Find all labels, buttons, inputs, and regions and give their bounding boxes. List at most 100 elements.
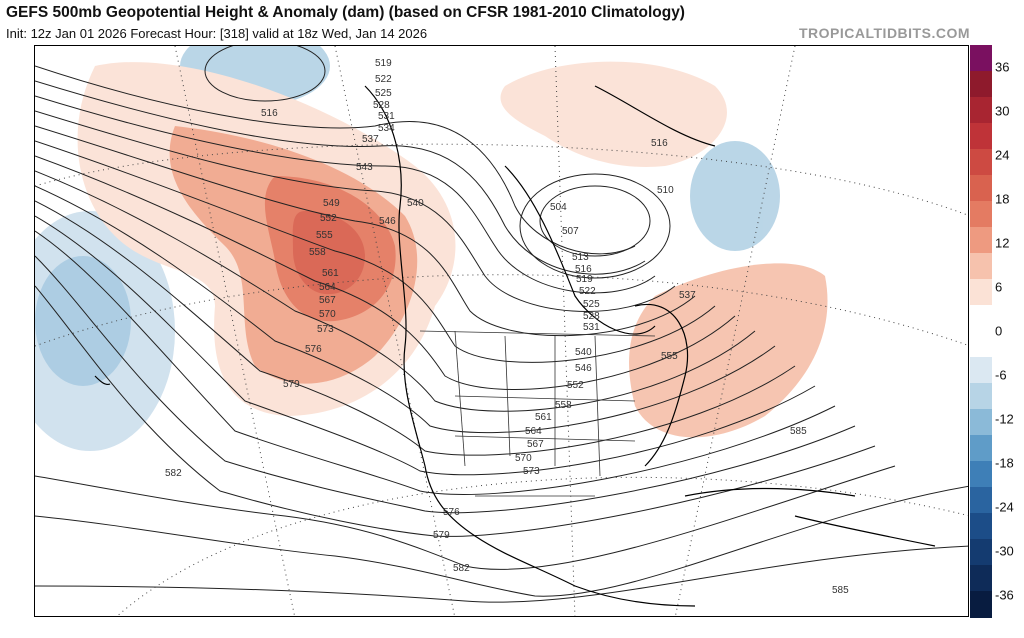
colorbar-segment xyxy=(970,71,992,98)
colorbar-tick-label: -36 xyxy=(995,587,1014,603)
colorbar-segment xyxy=(970,435,992,462)
contour-label: 528 xyxy=(373,100,390,111)
colorbar-segment xyxy=(970,461,992,488)
contour-label: 525 xyxy=(583,299,600,310)
contour-label: 531 xyxy=(378,111,395,122)
colorbar-tick-label: 30 xyxy=(995,103,1010,119)
colorbar-tick-label: 18 xyxy=(995,191,1010,207)
height-anomaly-map: 519 522 525 528 531 534 537 516 543 549 … xyxy=(34,45,969,617)
graticule xyxy=(35,46,968,616)
negative-anomaly-labrador xyxy=(690,141,780,251)
contour-label: 570 xyxy=(515,453,532,464)
contour-label: 546 xyxy=(379,216,396,227)
contour-label: 504 xyxy=(550,202,567,213)
contour-label: 534 xyxy=(378,123,395,134)
coastlines xyxy=(94,85,936,607)
contour-label: 573 xyxy=(523,466,540,477)
colorbar-tick-label: -12 xyxy=(995,411,1014,427)
contour-label: 540 xyxy=(575,347,592,358)
contour-label: 525 xyxy=(375,88,392,99)
contour-label: 546 xyxy=(575,363,592,374)
colorbar-segment xyxy=(970,227,992,254)
contour-label: 570 xyxy=(319,309,336,320)
contour-label: 537 xyxy=(362,134,379,145)
contour-label: 507 xyxy=(562,226,579,237)
colorbar-segment xyxy=(970,305,992,332)
contour-label: 552 xyxy=(320,213,337,224)
colorbar-segment xyxy=(970,253,992,280)
contour-label: 576 xyxy=(305,344,322,355)
contour-label: 537 xyxy=(679,290,696,301)
contour-label: 564 xyxy=(525,426,542,437)
contour-label: 585 xyxy=(832,585,849,596)
colorbar-tick-label: -24 xyxy=(995,499,1014,515)
colorbar-segment xyxy=(970,331,992,358)
political-borders xyxy=(419,330,656,497)
colorbar xyxy=(970,45,992,618)
colorbar-segment xyxy=(970,383,992,410)
contour-label: 549 xyxy=(323,198,340,209)
contour-label: 513 xyxy=(572,252,589,263)
contour-label: 567 xyxy=(527,439,544,450)
colorbar-tick-label: -6 xyxy=(995,367,1007,383)
colorbar-segment xyxy=(970,123,992,150)
contour-label: 522 xyxy=(579,286,596,297)
height-contours xyxy=(35,46,968,603)
contour-label: 561 xyxy=(535,412,552,423)
colorbar-segment xyxy=(970,591,992,618)
contour-label: 561 xyxy=(322,268,339,279)
contour-label: 582 xyxy=(453,563,470,574)
colorbar-segment xyxy=(970,357,992,384)
colorbar-segment xyxy=(970,201,992,228)
contour-label: 510 xyxy=(657,185,674,196)
contour-label: 576 xyxy=(443,507,460,518)
contour-label: 567 xyxy=(319,295,336,306)
contour-label: 579 xyxy=(433,530,450,541)
anomaly-shading xyxy=(35,46,828,451)
contour-label: 528 xyxy=(583,311,600,322)
contour-label: 516 xyxy=(261,108,278,119)
colorbar-segment xyxy=(970,487,992,514)
colorbar-tick-label: 6 xyxy=(995,279,1003,295)
colorbar-segment xyxy=(970,279,992,306)
contour-label: 519 xyxy=(576,274,593,285)
contour-label: 555 xyxy=(661,351,678,362)
colorbar-tick-label: 36 xyxy=(995,59,1010,75)
colorbar-tick-label: -30 xyxy=(995,543,1014,559)
brand-watermark[interactable]: TROPICALTIDBITS.COM xyxy=(798,25,970,41)
chart-subtitle: Init: 12z Jan 01 2026 Forecast Hour: [31… xyxy=(6,26,428,41)
contour-label: 558 xyxy=(309,247,326,258)
contour-label: 516 xyxy=(651,138,668,149)
contour-label: 516 xyxy=(575,264,592,275)
colorbar-tick-label: -18 xyxy=(995,455,1014,471)
contour-label: 540 xyxy=(407,198,424,209)
colorbar-segment xyxy=(970,409,992,436)
contour-label: 579 xyxy=(283,379,300,390)
colorbar-segment xyxy=(970,97,992,124)
contour-label: 585 xyxy=(790,426,807,437)
contour-label: 531 xyxy=(583,322,600,333)
colorbar-segment xyxy=(970,513,992,540)
colorbar-segment xyxy=(970,565,992,592)
colorbar-segment xyxy=(970,175,992,202)
positive-anomaly-arctic xyxy=(500,61,727,167)
colorbar-tick-label: 12 xyxy=(995,235,1010,251)
positive-anomaly-pacific-peak xyxy=(292,211,365,295)
contour-label: 555 xyxy=(316,230,333,241)
map-canvas: 519 522 525 528 531 534 537 516 543 549 … xyxy=(35,46,968,616)
contour-label: 564 xyxy=(319,282,336,293)
contour-label: 519 xyxy=(375,58,392,69)
contour-label: 582 xyxy=(165,468,182,479)
colorbar-tick-label: 24 xyxy=(995,147,1010,163)
contour-label: 543 xyxy=(356,162,373,173)
contour-label: 558 xyxy=(555,400,572,411)
colorbar-tick-label: 0 xyxy=(995,323,1003,339)
contour-labels: 519 522 525 528 531 534 537 516 543 549 … xyxy=(165,58,849,596)
contour-label: 522 xyxy=(375,74,392,85)
colorbar-segment xyxy=(970,539,992,566)
colorbar-segment xyxy=(970,45,992,72)
contour-label: 573 xyxy=(317,324,334,335)
negative-anomaly-pacific-core xyxy=(35,256,131,386)
colorbar-segment xyxy=(970,149,992,176)
chart-title: GEFS 500mb Geopotential Height & Anomaly… xyxy=(6,4,685,21)
